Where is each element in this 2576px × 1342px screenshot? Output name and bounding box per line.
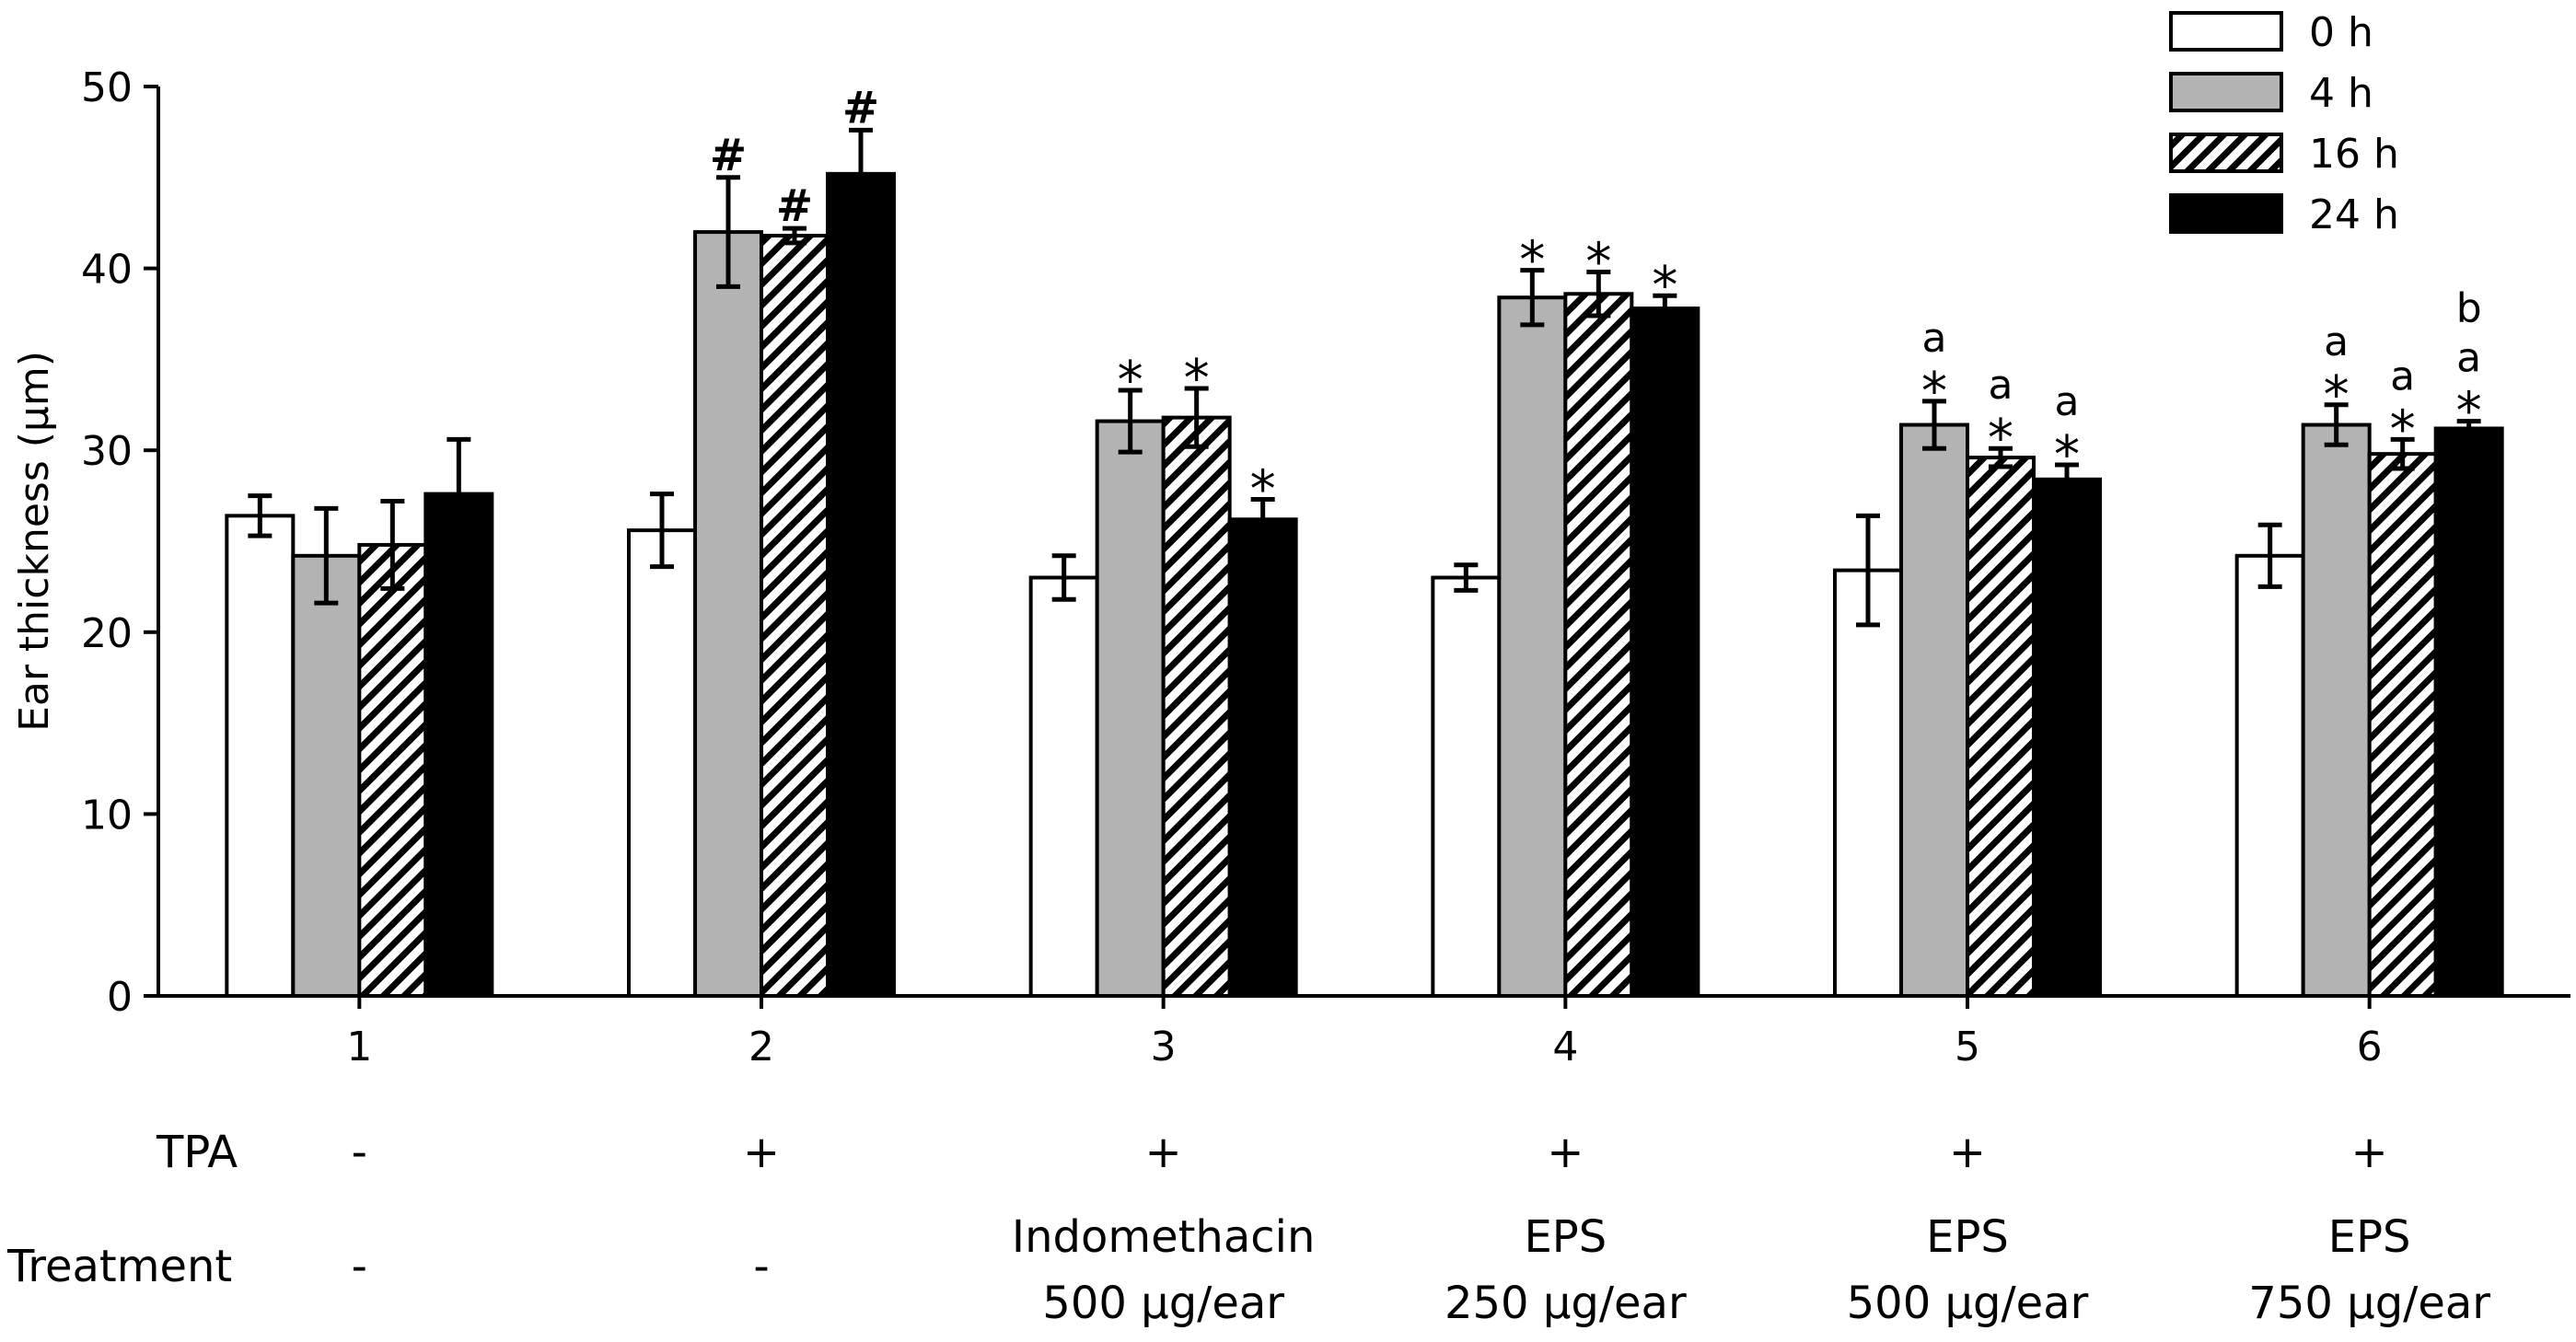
bar-0h-group-1	[225, 514, 296, 998]
bar-16h-group-6	[2367, 452, 2438, 999]
y-axis-label: Ear thickness (µm)	[11, 351, 58, 732]
significance-mark: a	[1922, 315, 1947, 362]
legend-label-16h: 16 h	[2309, 131, 2399, 178]
bar-4h-group-2	[693, 230, 763, 998]
legend-swatch-24h	[2169, 193, 2283, 234]
treatment-name: -	[753, 1241, 769, 1292]
x-tick-label: 6	[2357, 1024, 2383, 1070]
bar-24h-group-4	[1630, 307, 1700, 998]
tpa-value: +	[2351, 1127, 2388, 1178]
significance-mark: *	[1118, 351, 1143, 411]
legend-swatch-16h	[2169, 133, 2283, 173]
significance-mark: a	[2055, 378, 2080, 425]
bar-0h-group-5	[1833, 568, 1903, 999]
bar-0h-group-4	[1431, 575, 1502, 999]
significance-mark: *	[1585, 233, 1611, 293]
bar-4h-group-3	[1095, 419, 1166, 999]
significance-mark: a	[1989, 362, 2013, 409]
treatment-dose: 500 µg/ear	[1847, 1278, 2089, 1329]
x-tick-label: 3	[1151, 1024, 1177, 1070]
tpa-value: +	[1949, 1127, 1986, 1178]
significance-mark: *	[1519, 231, 1545, 291]
x-tick-label: 4	[1552, 1024, 1578, 1070]
significance-mark: *	[2456, 382, 2482, 442]
y-tick-label: 40	[81, 247, 133, 294]
bar-0h-group-3	[1028, 575, 1099, 999]
legend-label-24h: 24 h	[2309, 191, 2399, 238]
bar-16h-group-1	[357, 542, 428, 999]
bar-16h-group-4	[1563, 292, 1634, 999]
y-tick-label: 30	[81, 428, 133, 475]
bar-4h-group-1	[291, 553, 362, 998]
bar-24h-group-1	[424, 492, 494, 998]
bars: ###* *** * **a*a*a *a*a*ab	[225, 82, 2504, 999]
bar-24h-group-6	[2433, 426, 2504, 999]
bar-4h-group-4	[1497, 295, 1568, 998]
significance-mark: a	[2456, 335, 2481, 382]
tpa-row-label: TPA	[156, 1127, 238, 1178]
legend-swatch-0h	[2169, 11, 2283, 52]
treatment-name: EPS	[2328, 1211, 2411, 1263]
significance-mark: *	[1250, 460, 1276, 520]
bar-24h-group-5	[2032, 477, 2102, 998]
x-tick-label: 1	[346, 1024, 372, 1070]
significance-mark: *	[1988, 409, 2013, 469]
legend: 0 h 4 h 16 h 24 h	[2169, 9, 2399, 238]
bar-16h-group-2	[760, 234, 830, 999]
tpa-value: +	[1145, 1127, 1182, 1178]
x-tick-label: 2	[748, 1024, 774, 1070]
tpa-value: +	[1547, 1127, 1584, 1178]
y-tick-label: 50	[81, 64, 133, 111]
treatment-row-label: Treatment	[6, 1241, 232, 1292]
y-tick-label: 20	[81, 610, 133, 657]
bar-24h-group-2	[826, 171, 896, 998]
x-tick-label: 5	[1955, 1024, 1980, 1070]
bar-16h-group-3	[1161, 415, 1232, 998]
significance-mark: *	[2390, 399, 2416, 459]
significance-mark: b	[2456, 285, 2482, 332]
significance-mark: #	[710, 130, 747, 181]
bar-24h-group-3	[1227, 517, 1298, 998]
axes: 0 10 20 30 40 50 Ear thickness (µm)	[11, 64, 2570, 1021]
labels: 1 - - 2 + - 3 + Indomethacin 500 µg/ear 4 + EPS 250 µ…	[6, 1024, 2490, 1329]
treatment-name: EPS	[1926, 1211, 2009, 1263]
significance-mark: *	[1921, 362, 1947, 422]
significance-mark: a	[2390, 353, 2415, 399]
y-tick-label: 0	[107, 974, 133, 1021]
treatment-name: Indomethacin	[1012, 1211, 1316, 1263]
significance-mark: *	[2324, 365, 2350, 425]
treatment-dose: 500 µg/ear	[1042, 1278, 1284, 1329]
significance-mark: #	[842, 82, 879, 133]
significance-mark: *	[1652, 256, 1677, 316]
bar-0h-group-6	[2234, 553, 2305, 998]
treatment-name: -	[352, 1241, 367, 1292]
bar-4h-group-6	[2301, 422, 2372, 998]
legend-swatch-4h	[2169, 72, 2283, 112]
significance-mark: *	[2054, 425, 2080, 485]
y-tick-label: 10	[81, 792, 133, 839]
significance-mark: a	[2324, 318, 2349, 365]
treatment-name: EPS	[1524, 1211, 1607, 1263]
treatment-dose: 750 µg/ear	[2248, 1278, 2490, 1329]
significance-mark: #	[776, 180, 813, 232]
bar-0h-group-2	[627, 528, 697, 998]
tpa-value: +	[743, 1127, 780, 1178]
bar-4h-group-5	[1899, 422, 1969, 998]
tpa-value: -	[352, 1127, 367, 1178]
legend-label-0h: 0 h	[2309, 9, 2373, 56]
legend-label-4h: 4 h	[2309, 70, 2373, 117]
significance-mark: *	[1184, 349, 1210, 409]
treatment-dose: 250 µg/ear	[1445, 1278, 1687, 1329]
bar-16h-group-5	[1966, 456, 2036, 998]
